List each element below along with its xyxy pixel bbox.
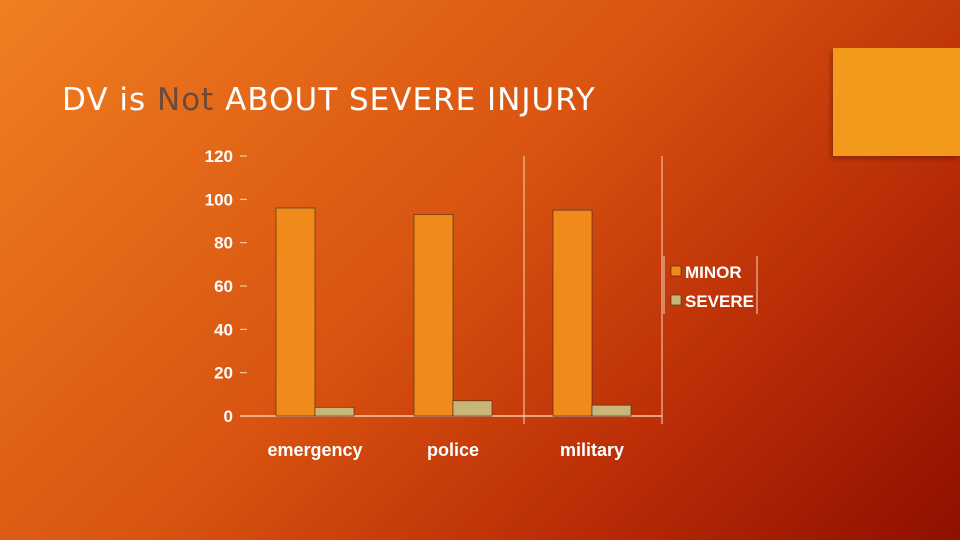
y-tick-label: 0 bbox=[224, 407, 233, 426]
y-tick-label: 80 bbox=[214, 234, 233, 253]
x-category-label: emergency bbox=[267, 440, 362, 460]
y-tick-label: 40 bbox=[214, 320, 233, 339]
bar-minor-police bbox=[413, 214, 454, 417]
title-text-post: ABOUT SEVERE INJURY bbox=[214, 82, 596, 118]
chart-legend: MINOR SEVERE bbox=[663, 256, 758, 314]
title-highlight: Not bbox=[157, 82, 215, 118]
bar-severe-emergency bbox=[314, 407, 355, 417]
legend-label-severe: SEVERE bbox=[685, 292, 754, 311]
bar-severe-military bbox=[591, 404, 632, 417]
bar-minor-military bbox=[552, 209, 593, 417]
x-category-label: military bbox=[560, 440, 624, 460]
y-tick-label: 120 bbox=[205, 147, 233, 166]
y-tick-label: 100 bbox=[205, 190, 233, 209]
x-category-label: police bbox=[427, 440, 479, 460]
chart-labels: 0 20 40 60 80 100 120 emergency police military bbox=[205, 147, 624, 460]
y-tick-label: 60 bbox=[214, 277, 233, 296]
accent-box bbox=[833, 48, 960, 156]
chart-bars bbox=[275, 207, 632, 417]
title-text-pre: DV is bbox=[62, 82, 158, 118]
legend-swatch-severe bbox=[670, 294, 682, 306]
y-tick-label: 20 bbox=[214, 364, 233, 383]
bar-severe-police bbox=[452, 400, 493, 417]
bar-minor-emergency bbox=[275, 207, 316, 417]
slide-title: DV is Not ABOUT SEVERE INJURY bbox=[62, 82, 596, 118]
legend-label-minor: MINOR bbox=[685, 263, 742, 282]
legend-swatch-minor bbox=[670, 265, 682, 277]
